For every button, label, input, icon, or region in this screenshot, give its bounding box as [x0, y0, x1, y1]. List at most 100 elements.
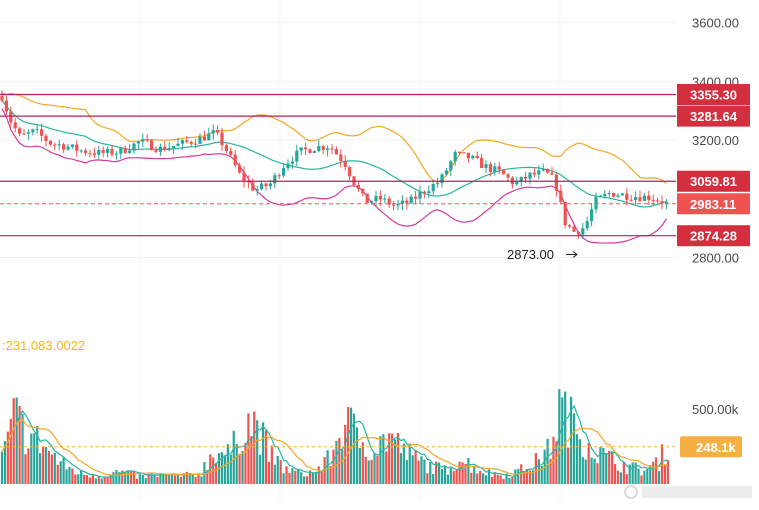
- volume-bar: [15, 397, 18, 484]
- candle-body: [264, 183, 268, 187]
- candle-body: [664, 202, 668, 204]
- level-tag: 2874.28: [677, 225, 750, 247]
- candle-down: [625, 188, 629, 206]
- candle-body: [180, 140, 184, 144]
- candle-body: [251, 182, 255, 191]
- candle-up: [31, 128, 35, 136]
- candle-body: [286, 163, 290, 169]
- candle-body: [550, 172, 554, 175]
- candle-body: [70, 144, 74, 147]
- price-axis-tick-label: 2800.00: [692, 251, 739, 266]
- candle-down: [123, 145, 127, 154]
- candle-up: [282, 163, 286, 178]
- candle-body: [202, 136, 206, 141]
- volume-bar: [80, 470, 83, 484]
- candle-up: [26, 129, 30, 140]
- candle-body: [568, 225, 572, 227]
- volume-bar: [429, 461, 432, 484]
- candle-up: [114, 151, 118, 160]
- candle-body: [576, 231, 580, 235]
- candle-body: [620, 193, 624, 196]
- volume-ma-slow: [1, 419, 669, 477]
- volume-bar: [540, 466, 543, 484]
- candle-up: [585, 216, 589, 231]
- volume-bar: [153, 474, 156, 484]
- low-annotation: 2873.00: [507, 247, 578, 262]
- candle-down: [92, 147, 96, 158]
- candle-up: [207, 127, 211, 141]
- candle-body: [154, 150, 158, 152]
- volume-bar: [443, 465, 447, 484]
- candle-body: [26, 132, 30, 134]
- volume-bar: [18, 406, 21, 484]
- candle-up: [136, 140, 140, 150]
- candle-up: [79, 149, 83, 154]
- candle-body: [13, 122, 17, 129]
- volume-bar: [59, 461, 62, 484]
- candle-body: [220, 132, 224, 146]
- volume-bar: [88, 477, 92, 484]
- candle-body: [519, 176, 523, 182]
- candle-body: [79, 150, 83, 152]
- volume-bar: [479, 470, 482, 484]
- level-tag-label: 3059.81: [690, 174, 737, 189]
- volume-bar: [587, 443, 590, 484]
- candle-body: [150, 140, 154, 151]
- candle-up: [211, 124, 215, 140]
- level-tag-label: 3355.30: [690, 88, 737, 103]
- candle-body: [440, 174, 444, 184]
- volume-bar: [637, 468, 640, 484]
- volume-bar: [112, 472, 115, 484]
- candle-up: [449, 159, 453, 177]
- candle-down: [154, 146, 158, 154]
- candle-down: [202, 130, 206, 142]
- volume-bar: [85, 475, 89, 484]
- volume-bar: [549, 458, 552, 484]
- candle-up: [590, 202, 594, 227]
- candle-body: [0, 96, 4, 101]
- volume-bar: [405, 460, 408, 484]
- candle-body: [466, 152, 470, 159]
- volume-bar: [652, 461, 655, 484]
- level-tag-label: 3281.64: [690, 109, 738, 124]
- candle-body: [453, 151, 457, 162]
- volume-bar: [528, 470, 532, 484]
- candle-body: [616, 195, 620, 197]
- candle-body: [343, 161, 347, 168]
- candle-body: [92, 153, 96, 155]
- candle-body: [502, 169, 506, 175]
- candle-body: [559, 190, 563, 202]
- volume-bar: [33, 433, 36, 484]
- volume-bar: [91, 475, 95, 484]
- volume-bar: [572, 413, 576, 484]
- candle-down: [466, 152, 470, 163]
- candle-body: [642, 195, 646, 201]
- candle-up: [70, 144, 74, 150]
- candle-body: [383, 198, 387, 200]
- candle-down: [40, 123, 44, 142]
- volume-bar: [461, 462, 464, 484]
- volume-bar: [505, 473, 508, 484]
- candle-body: [612, 193, 616, 197]
- candle-body: [163, 146, 167, 151]
- candle-down: [497, 161, 501, 175]
- volume-bar: [200, 476, 203, 484]
- candle-up: [581, 223, 585, 240]
- candle-up: [471, 154, 475, 160]
- candle-body: [229, 150, 233, 155]
- volume-bar: [476, 473, 479, 484]
- volume-bar: [341, 449, 344, 484]
- candle-body: [312, 151, 316, 153]
- volume-bar: [267, 461, 271, 484]
- candle-body: [594, 197, 598, 210]
- candle-body: [233, 154, 237, 166]
- candle-body: [9, 111, 13, 123]
- volume-bar: [53, 452, 56, 484]
- volume-bar: [347, 407, 350, 484]
- current-volume-tag-box: [680, 436, 742, 458]
- volume-bar: [493, 472, 496, 484]
- candle-body: [224, 145, 228, 151]
- candle-body: [515, 181, 519, 185]
- volume-bar: [71, 468, 74, 484]
